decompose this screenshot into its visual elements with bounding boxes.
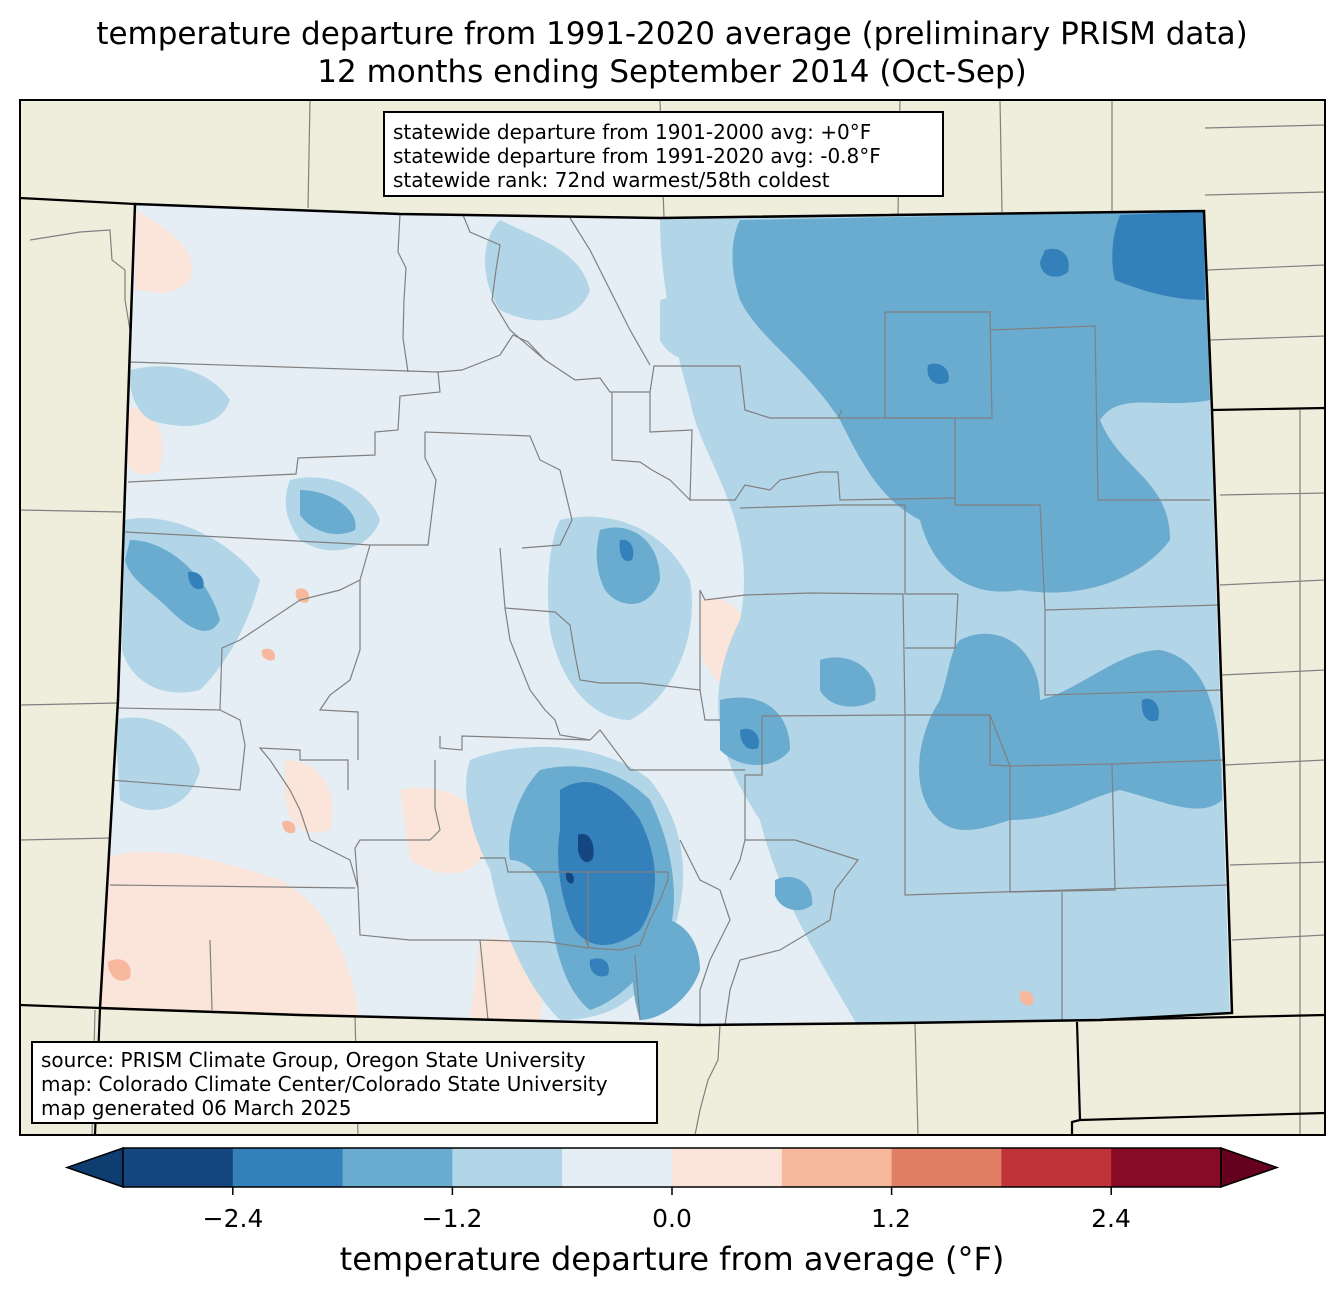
colorado-border (98, 202, 1234, 1027)
colorbar-bin (891, 1148, 1002, 1187)
stat-rank: statewide rank: 72nd warmest/58th coldes… (393, 168, 830, 192)
colorbar-extend-low (64, 1146, 124, 1189)
colorbar-tick-label: 1.2 (871, 1204, 911, 1233)
colorbar-bin (452, 1148, 563, 1187)
source-line: source: PRISM Climate Group, Oregon Stat… (41, 1048, 586, 1072)
statewide-stats-box: statewide departure from 1901-2000 avg: … (383, 111, 944, 197)
colorbar-tick-label: −2.4 (202, 1204, 264, 1233)
colorbar-bin (123, 1148, 234, 1187)
colorado-county-lines (109, 213, 1229, 1025)
colorbar-bin (672, 1148, 783, 1187)
colorbar-bin (232, 1148, 344, 1187)
stat-departure-1901-2000: statewide departure from 1901-2000 avg: … (393, 120, 872, 144)
colorado-departure-field (100, 204, 1232, 1025)
colorbar-bin (342, 1148, 453, 1187)
map-area (20, 100, 1325, 1135)
map-subtitle: 12 months ending September 2014 (Oct-Sep… (317, 54, 1027, 90)
stat-departure-1991-2020: statewide departure from 1991-2020 avg: … (393, 144, 881, 168)
generated-date-line: map generated 06 March 2025 (41, 1096, 352, 1120)
colorbar-bin (562, 1148, 673, 1187)
colorbar-extend-high (1220, 1146, 1280, 1189)
colorbar-label: temperature departure from average (°F) (339, 1240, 1005, 1278)
colorbar-tick-label: 0.0 (652, 1204, 692, 1233)
colorbar-bin (1111, 1148, 1222, 1187)
source-box: source: PRISM Climate Group, Oregon Stat… (31, 1041, 658, 1124)
map-credit-line: map: Colorado Climate Center/Colorado St… (41, 1072, 608, 1096)
map-frame (19, 99, 1326, 1136)
colorbar-bin (1001, 1148, 1112, 1187)
colorbar-bin (781, 1148, 893, 1187)
colorbar-tick-label: −1.2 (421, 1204, 483, 1233)
colorbar (64, 1146, 1280, 1195)
colorbar-tick-label: 2.4 (1091, 1204, 1131, 1233)
map-title: temperature departure from 1991-2020 ave… (96, 16, 1248, 52)
